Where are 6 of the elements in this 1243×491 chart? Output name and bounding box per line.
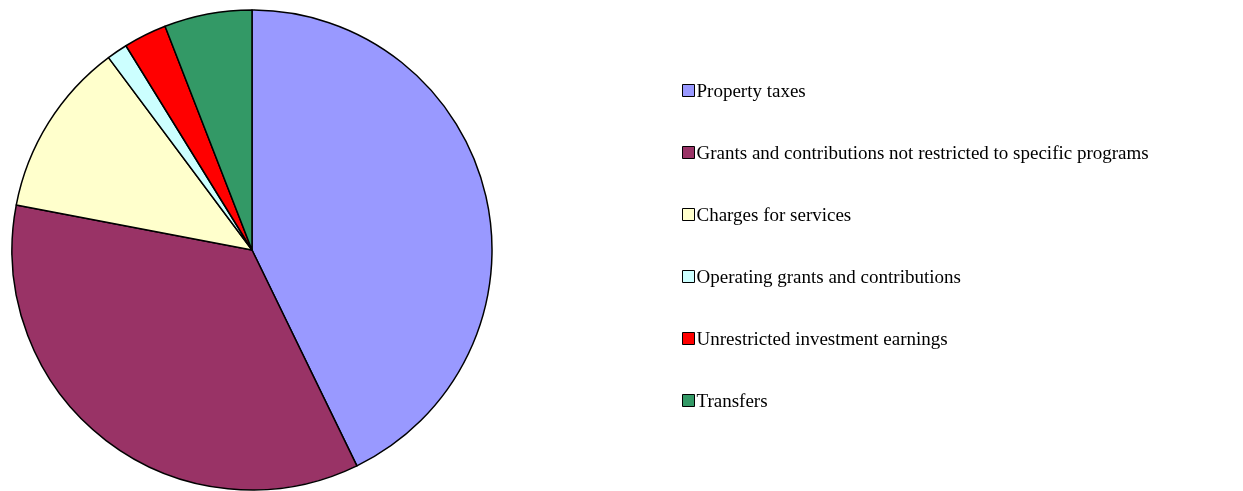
legend-label: Transfers: [696, 390, 768, 411]
legend-label: Property taxes: [696, 80, 806, 101]
legend-label: Grants and contributions not restricted to specific programs: [696, 142, 1149, 163]
legend-label: Charges for services: [696, 204, 852, 225]
legend-label: Unrestricted investment earnings: [696, 328, 948, 349]
legend-label: Operating grants and contributions: [696, 266, 961, 287]
